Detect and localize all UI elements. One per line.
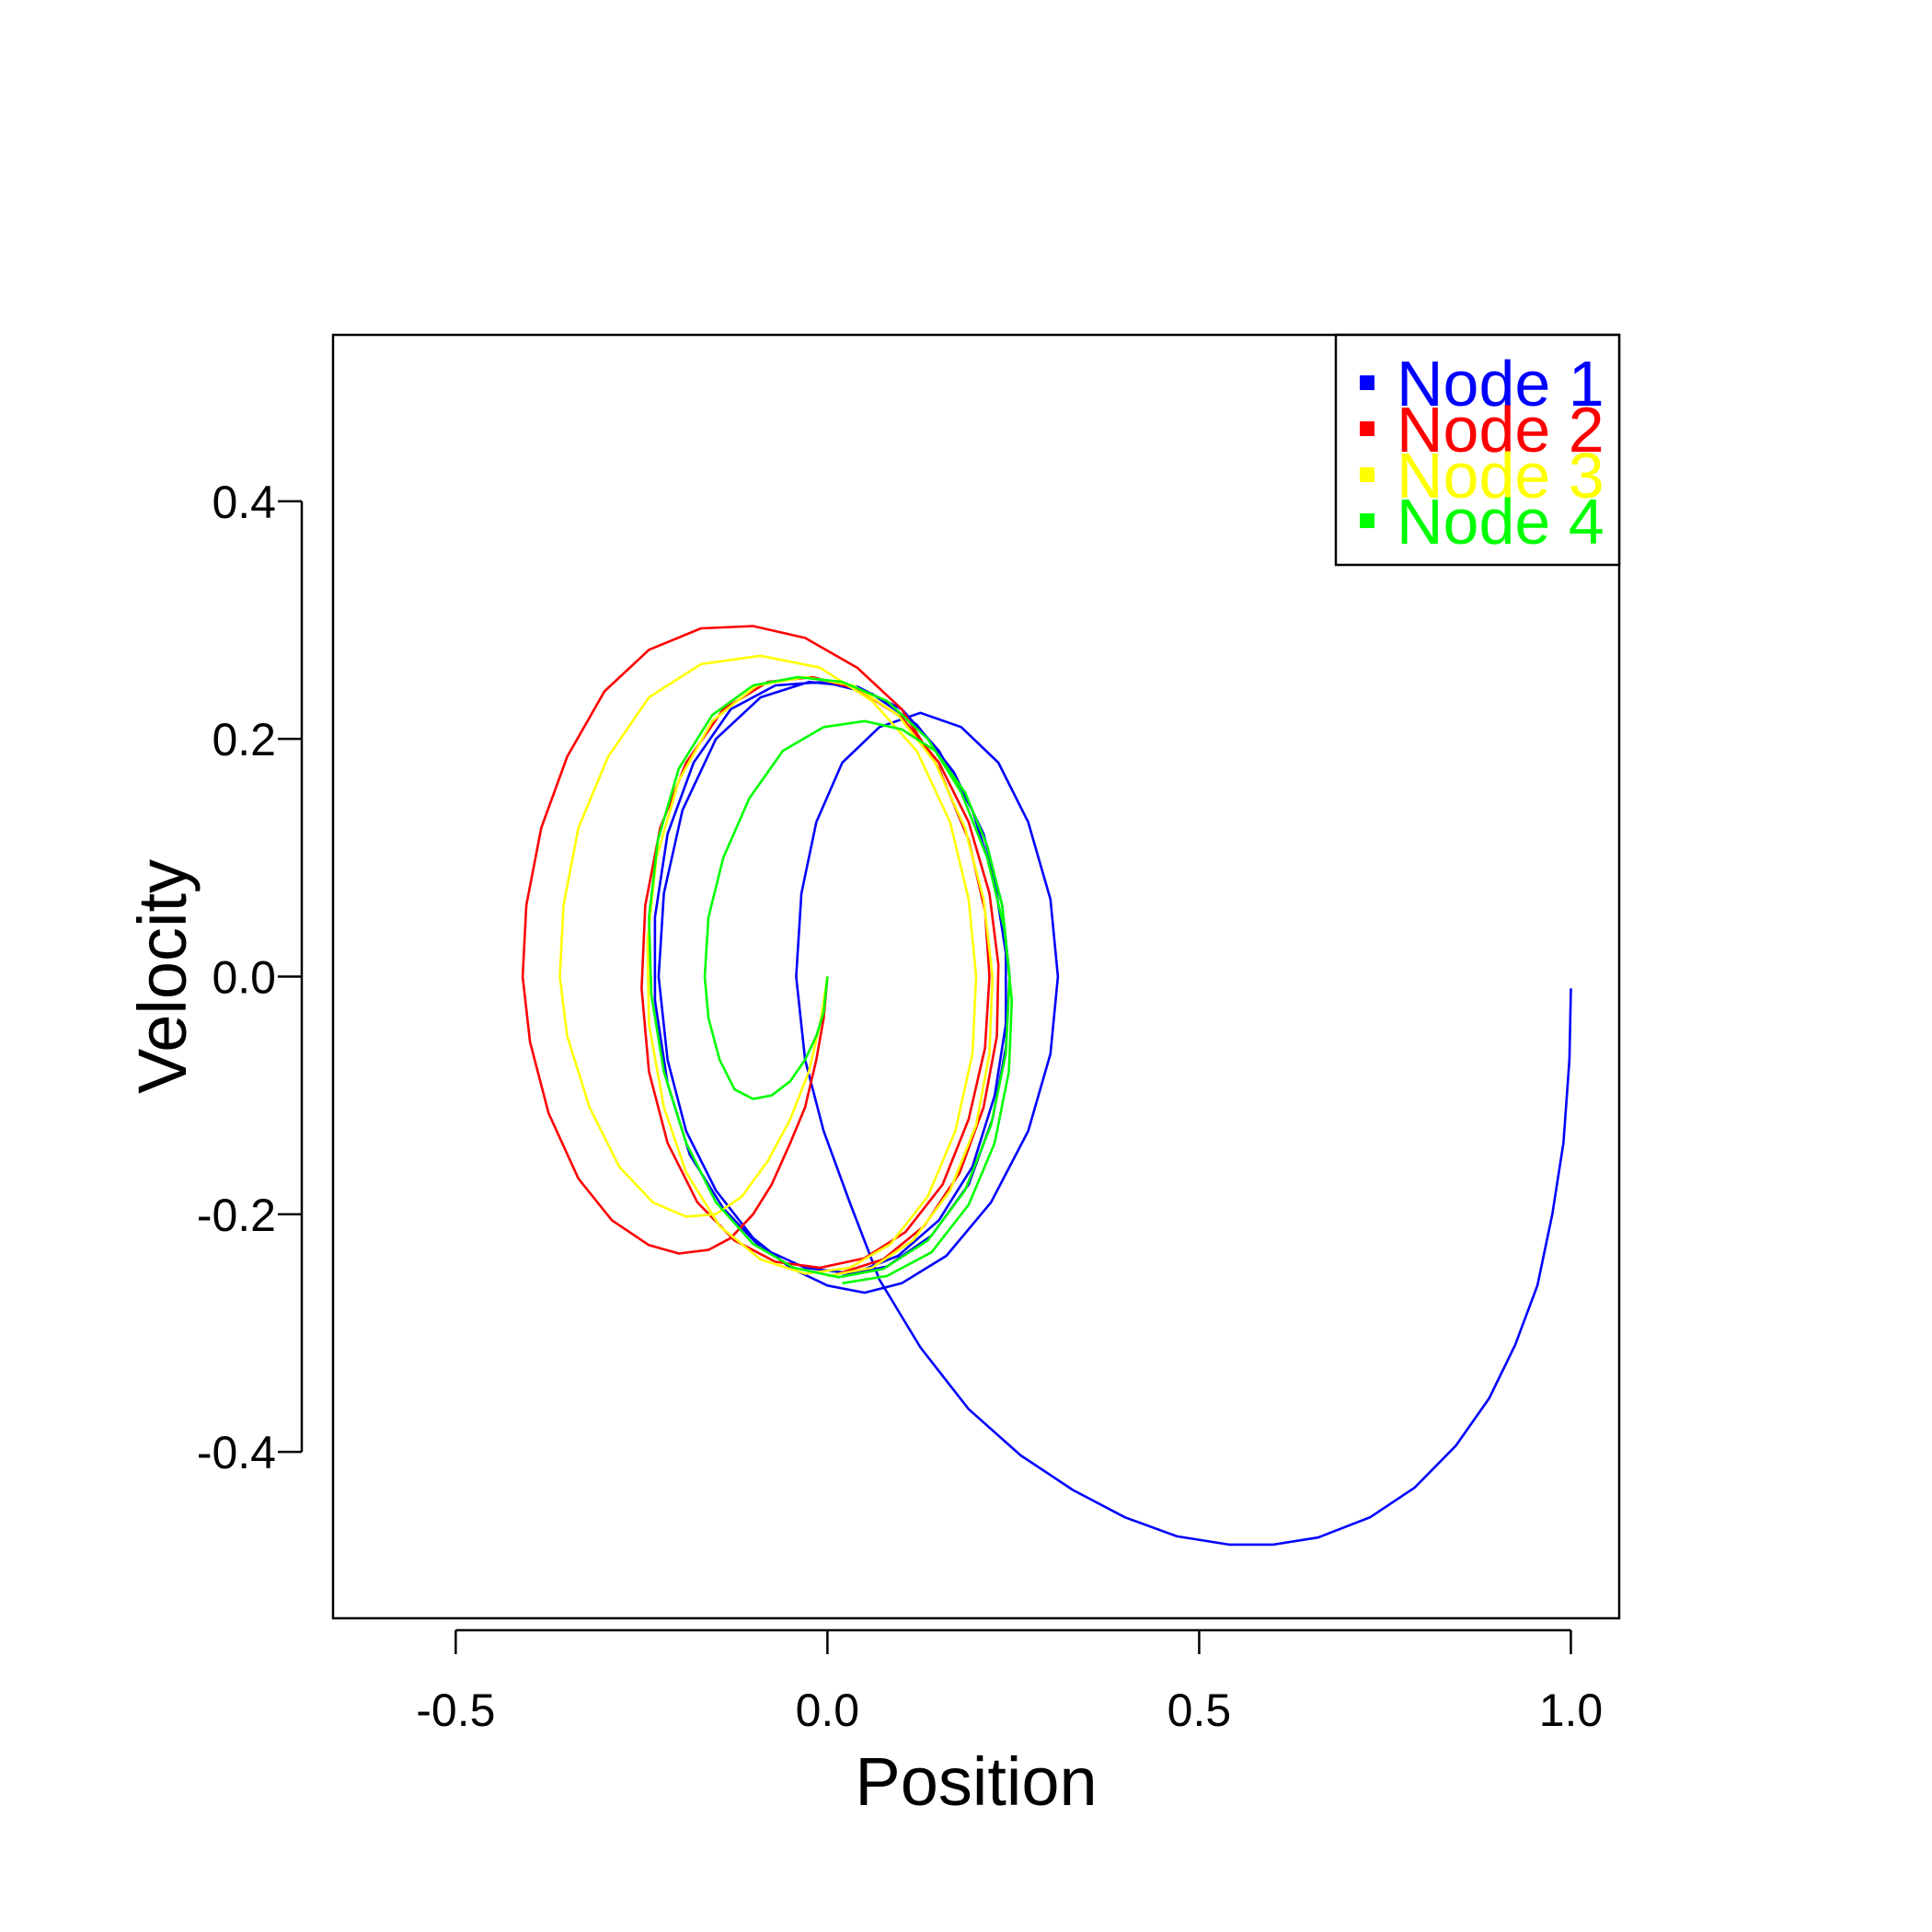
y-axis: -0.4 -0.2 0.0 0.2 0.4 — [197, 477, 304, 1478]
x-axis-title: Position — [855, 1743, 1097, 1820]
plot-frame — [331, 333, 1621, 1620]
y-tick-label: 0.2 — [212, 714, 276, 765]
legend-swatch — [1360, 513, 1374, 528]
legend-swatch — [1360, 467, 1374, 482]
y-tick-label: -0.4 — [197, 1427, 276, 1478]
series-line-node-1 — [653, 680, 1572, 1547]
series-layer — [521, 625, 1572, 1547]
series-line-node-2 — [521, 625, 1000, 1275]
legend-label: Node 1 — [1397, 348, 1604, 420]
legend-label: Node 2 — [1397, 394, 1604, 466]
legend-label: Node 4 — [1397, 486, 1604, 558]
series-line-node-4 — [648, 675, 1014, 1285]
x-tick-label: 1.0 — [1539, 1685, 1604, 1736]
x-axis: -0.5 0.0 0.5 1.0 — [416, 1628, 1604, 1736]
series-line-node-3 — [558, 654, 995, 1278]
y-tick-label: -0.2 — [197, 1190, 276, 1241]
y-tick-label: 0.4 — [212, 477, 276, 528]
legend-label: Node 3 — [1397, 440, 1604, 512]
y-axis-title: Velocity — [124, 859, 201, 1094]
legend-swatch — [1360, 375, 1374, 390]
y-tick-label: 0.0 — [212, 952, 276, 1004]
x-tick-label: 0.0 — [796, 1685, 860, 1736]
legend-box — [1334, 333, 1621, 567]
x-tick-label: -0.5 — [416, 1685, 495, 1736]
x-tick-label: 0.5 — [1167, 1685, 1232, 1736]
legend-swatch — [1360, 421, 1374, 436]
